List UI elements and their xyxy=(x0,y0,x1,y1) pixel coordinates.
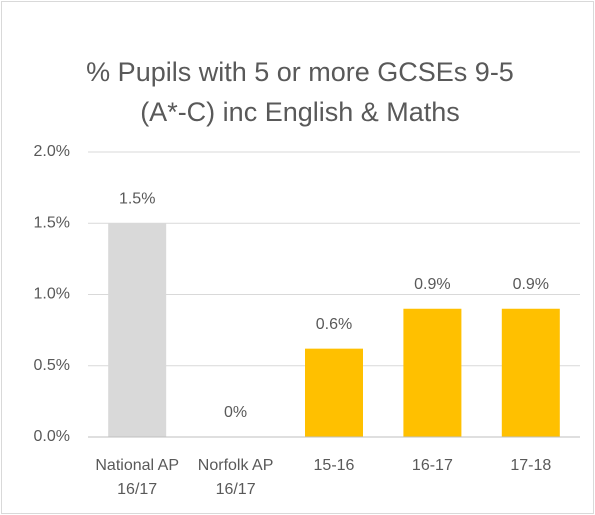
y-tick-label: 1.5% xyxy=(34,214,70,231)
y-tick-label: 0.5% xyxy=(34,357,70,374)
data-label: 0.6% xyxy=(316,316,352,333)
x-tick-label: 16-17 xyxy=(411,457,453,474)
bar xyxy=(305,348,363,437)
data-label: 0.9% xyxy=(513,276,549,293)
bar xyxy=(108,223,167,437)
bar xyxy=(501,308,560,437)
chart-title: % Pupils with 5 or more GCSEs 9-5 (A*-C)… xyxy=(86,57,514,127)
x-tick-label: National AP 16/17 xyxy=(95,457,179,498)
y-tick-label: 1.0% xyxy=(34,286,70,303)
x-tick-label: 15-16 xyxy=(313,457,355,474)
x-tick-label: 17-18 xyxy=(510,457,552,474)
data-label: 0.9% xyxy=(414,276,450,293)
bar xyxy=(403,308,462,437)
data-label: 0% xyxy=(224,404,247,421)
y-tick-label: 2.0% xyxy=(34,143,70,160)
y-tick-label: 0.0% xyxy=(34,428,70,445)
x-tick-label: Norfolk AP 16/17 xyxy=(197,457,274,498)
data-label: 1.5% xyxy=(119,190,155,207)
